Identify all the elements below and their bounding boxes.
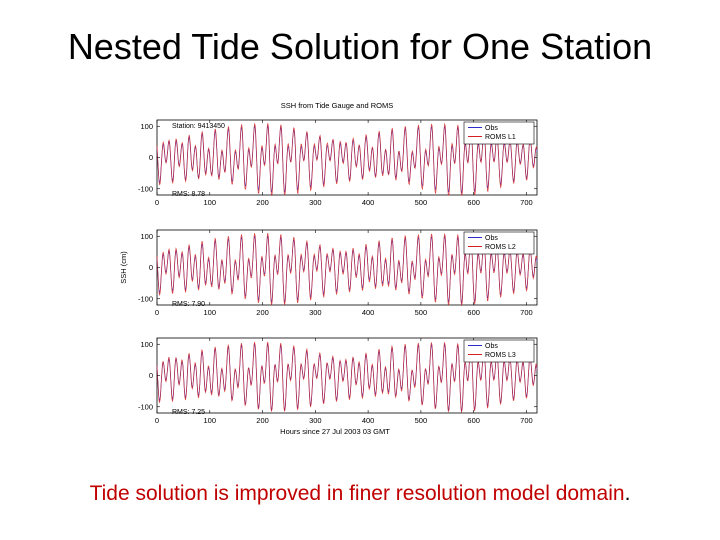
x-tick-label: 700 [520,308,533,317]
x-tick-label: 200 [256,198,269,207]
rms-label: RMS: 7.25 [172,409,205,416]
x-tick-label: 400 [362,416,375,425]
rms-label: RMS: 7.90 [172,301,205,308]
tide-figure: SSH from Tide Gauge and ROMS 0 100 200 300 40… [119,101,538,436]
legend-label: Obs [485,343,498,350]
y-tick-label: 0 [149,263,153,272]
x-tick-label: 700 [520,198,533,207]
x-tick-label: 300 [309,308,322,317]
legend-label: ROMS L3 [485,352,516,359]
legend-label: ROMS L1 [485,134,516,141]
station-label: Station: 9413450 [172,123,225,130]
x-tick-label: 100 [204,198,217,207]
x-tick-label: 100 [204,416,217,425]
x-tick-label: 500 [415,198,428,207]
x-tick-label: 0 [155,416,159,425]
y-tick-label: 100 [140,122,153,131]
x-tick-label: 300 [309,198,322,207]
slide-caption: Tide solution is improved in finer resol… [0,482,720,506]
series-line-roms [156,122,538,197]
x-tick-label: 0 [155,198,159,207]
x-tick-label: 600 [467,198,480,207]
y-tick-label: 0 [149,371,153,380]
x-tick-label: 200 [256,416,269,425]
x-tick-label: 300 [309,416,322,425]
x-tick-label: 600 [467,308,480,317]
x-axis-label: Hours since 27 Jul 2003 03 GMT [280,427,390,436]
caption-period: . [624,482,631,505]
y-tick-label: -100 [138,294,153,303]
series-line-roms [156,341,538,413]
rms-label: RMS: 8.78 [172,191,205,198]
y-tick-label: 100 [140,340,153,349]
x-tick-label: 400 [362,198,375,207]
x-tick-label: 700 [520,416,533,425]
x-tick-label: 500 [415,308,428,317]
x-tick-label: 0 [155,308,159,317]
series-line-roms [156,233,538,307]
x-tick-label: 500 [415,416,428,425]
legend-label: ROMS L2 [485,244,516,251]
y-tick-label: 100 [140,232,153,241]
x-tick-label: 400 [362,308,375,317]
slide-title: Nested Tide Solution for One Station [67,26,653,67]
legend-label: Obs [485,125,498,132]
panel-1: SSH from Tide Gauge and ROMS 0 100 200 300 40… [138,101,538,207]
y-tick-label: -100 [138,402,153,411]
chart-title: SSH from Tide Gauge and ROMS [281,101,394,110]
x-tick-label: 600 [467,416,480,425]
caption-text: Tide solution is improved in finer resol… [89,482,625,505]
x-tick-label: 100 [204,308,217,317]
y-axis-label: SSH (cm) [119,251,128,284]
y-tick-label: -100 [138,184,153,193]
y-tick-label: 0 [149,153,153,162]
legend-label: Obs [485,235,498,242]
x-tick-label: 200 [256,308,269,317]
